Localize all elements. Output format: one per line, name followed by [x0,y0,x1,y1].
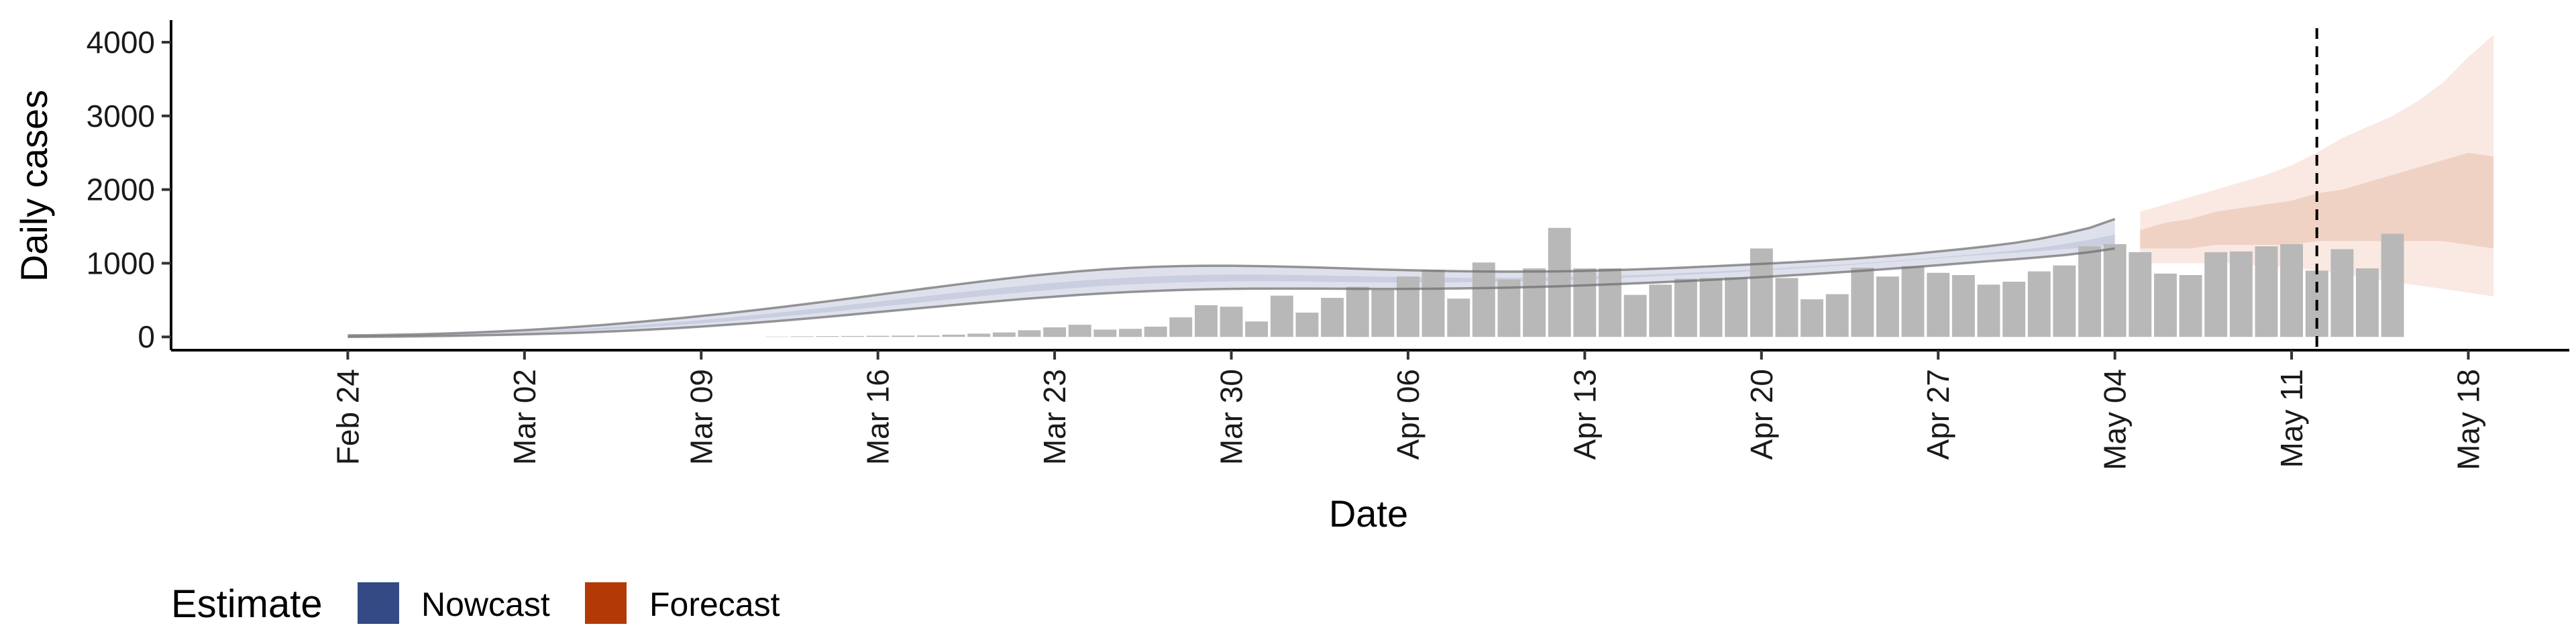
x-tick-label: Mar 30 [1214,369,1249,465]
legend-label-nowcast: Nowcast [421,586,550,623]
case-bar [2229,251,2253,337]
case-bar [2103,244,2127,337]
case-bar [1901,266,1925,337]
x-tick-label: May 18 [2451,369,2485,470]
case-bar [1295,313,1319,337]
case-bar [1270,295,1293,337]
case-bar [2129,252,2152,337]
case-bar [1674,278,1697,337]
nowcast-upper-line [347,217,2116,337]
case-bar [1977,284,2000,337]
case-bar [2280,244,2303,337]
case-bar [892,335,915,337]
case-bar [1169,317,1193,337]
legend-label-forecast: Forecast [649,586,780,623]
legend: Estimate Nowcast Forecast [171,582,780,626]
x-tick-label: Apr 20 [1744,369,1779,460]
case-bar [1397,276,1419,337]
case-bar [2330,249,2354,337]
case-bar [2078,246,2101,337]
y-tick-label: 0 [138,319,155,354]
x-tick-label: Mar 23 [1037,369,1072,465]
case-bar [1523,268,1546,337]
case-bar [942,334,965,337]
x-tick-label: May 04 [2098,369,2133,470]
y-axis-title: Daily cases [13,90,55,282]
x-tick-label: May 11 [2274,369,2309,468]
case-bar [1573,268,1597,337]
legend-title: Estimate [171,582,323,626]
case-bar [816,336,839,337]
case-bar [1346,286,1369,337]
case-bar [2154,273,2177,337]
case-bar [1951,275,1975,337]
legend-swatch-forecast [585,582,627,624]
case-bar [2204,252,2228,337]
axes: 0 1000 2000 3000 4000 Feb 24 Mar 02 Mar 09 Mar … [87,20,2569,470]
case-bar [1876,276,1899,337]
y-tick-label: 2000 [87,172,155,207]
case-bar [2053,265,2076,337]
case-bar [1220,307,1243,337]
case-bar [2381,233,2404,337]
case-bar [1497,279,1521,337]
nowcast-bands [347,219,2115,337]
case-bar [1825,294,1849,337]
x-tick-label: Mar 02 [507,369,542,465]
case-bar [1043,327,1067,337]
case-bar [2027,271,2051,337]
y-tick-label: 3000 [87,99,155,133]
case-bar [967,333,991,337]
case-bar [1599,268,1621,337]
case-bar [2179,275,2202,337]
case-bar [1623,294,1647,337]
case-bar [1093,329,1117,337]
x-tick-label: Apr 13 [1567,369,1602,460]
x-axis-ticks: Feb 24 Mar 02 Mar 09 Mar 16 Mar 23 Mar 30 Apr … [330,350,2485,470]
x-tick-label: Apr 06 [1391,369,1426,460]
case-bar [1775,278,1799,337]
case-bar [1144,326,1167,337]
case-bar [790,336,814,337]
case-bar [1801,299,1823,337]
case-bar [1649,284,1672,337]
x-axis-title: Date [1329,492,1408,535]
case-bar [1119,329,1142,337]
case-bar [1548,227,1571,337]
case-bar [2002,281,2026,337]
case-bar [1195,305,1218,337]
y-tick-label: 1000 [87,246,155,280]
case-bar [1725,277,1748,337]
case-bar [1750,248,1773,337]
x-tick-label: Feb 24 [330,369,365,465]
legend-swatch-nowcast [358,582,399,624]
nowcast-lines [347,217,2116,338]
x-tick-label: Mar 09 [684,369,718,465]
case-bar [2255,246,2278,337]
case-bar [1068,325,1091,337]
case-bar [917,335,940,337]
y-axis-ticks: 0 1000 2000 3000 4000 [87,25,171,354]
case-bar [841,335,864,337]
observed-bars [765,227,2404,337]
case-bar [2356,268,2379,337]
case-bar [992,332,1016,337]
case-bar [1018,330,1041,337]
x-tick-label: Mar 16 [861,369,896,465]
nowcast-lower-line [347,247,2115,338]
y-tick-label: 4000 [87,25,155,60]
case-bar [1472,262,1495,337]
case-bar [1371,289,1395,337]
case-bar [1927,272,1950,337]
case-bar [1421,270,1445,337]
x-tick-label: Apr 27 [1921,369,1955,460]
case-bar [1851,268,1874,337]
plot-area [347,28,2494,350]
case-bar [866,335,890,337]
case-bar [1699,278,1723,337]
case-bar [1245,321,1269,337]
case-bar [1447,299,1470,337]
case-bar [1321,298,1344,337]
